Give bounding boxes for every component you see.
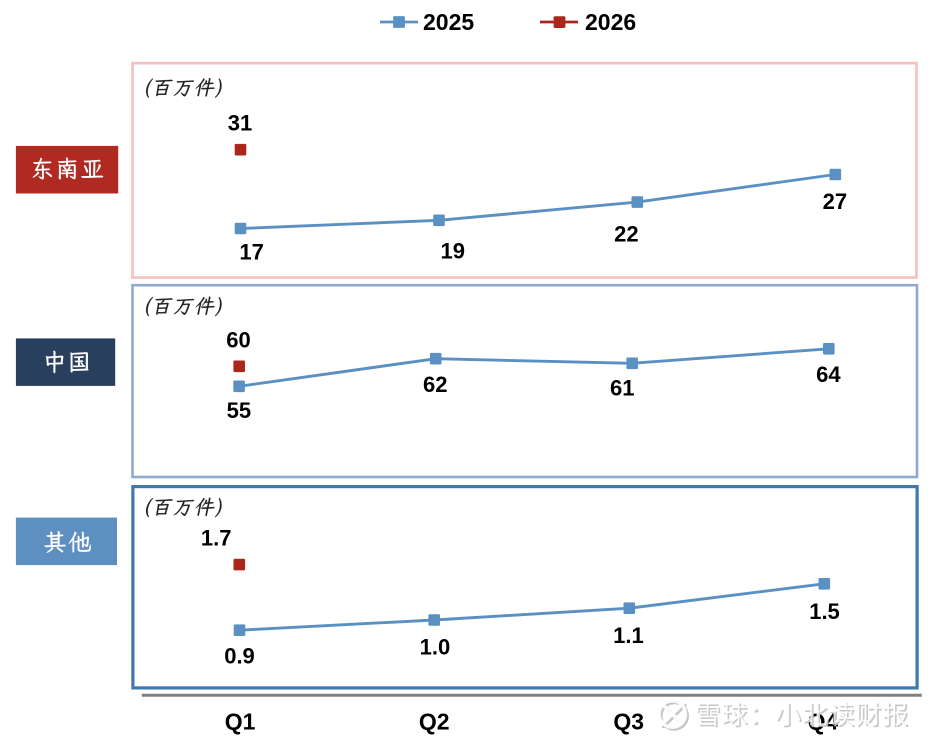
svg-text:Q3: Q3 xyxy=(613,709,644,735)
svg-text:1.5: 1.5 xyxy=(809,599,840,624)
svg-text:Q1: Q1 xyxy=(225,709,256,735)
svg-text:17: 17 xyxy=(239,239,263,264)
svg-text:2026: 2026 xyxy=(585,9,636,35)
svg-text:2025: 2025 xyxy=(423,9,474,35)
svg-text:1.7: 1.7 xyxy=(201,526,232,551)
svg-text:31: 31 xyxy=(228,111,252,136)
svg-text:61: 61 xyxy=(610,375,634,400)
svg-text:1.0: 1.0 xyxy=(420,635,451,660)
svg-text:27: 27 xyxy=(823,189,847,214)
svg-text:Q2: Q2 xyxy=(419,709,450,735)
svg-text:22: 22 xyxy=(614,221,638,246)
svg-text:1.1: 1.1 xyxy=(613,623,644,648)
svg-text:60: 60 xyxy=(226,328,250,353)
svg-text:62: 62 xyxy=(423,372,447,397)
svg-text:64: 64 xyxy=(816,362,841,387)
svg-text:19: 19 xyxy=(440,238,464,263)
svg-text:0.9: 0.9 xyxy=(224,644,255,669)
svg-text:55: 55 xyxy=(227,398,251,423)
